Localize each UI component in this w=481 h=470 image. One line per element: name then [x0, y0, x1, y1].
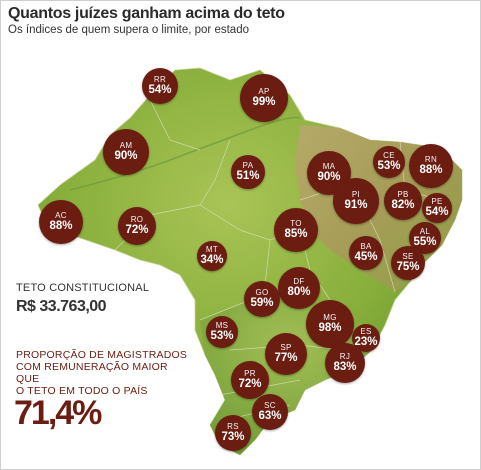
- state-percentage: 80%: [287, 286, 311, 298]
- state-code: RR: [153, 75, 167, 84]
- state-bubble-ce: CE 53%: [373, 146, 405, 178]
- state-bubble-rr: RR 54%: [142, 68, 178, 104]
- state-bubble-sc: SC 63%: [252, 394, 288, 430]
- state-bubble-rs: RS 73%: [215, 415, 251, 451]
- state-bubble-se: SE 75%: [391, 246, 425, 280]
- teto-value: R$ 33.763,00: [16, 298, 107, 315]
- state-code: AL: [419, 227, 431, 236]
- state-code: GO: [255, 288, 269, 297]
- state-percentage: 88%: [419, 164, 443, 176]
- state-code: RJ: [339, 352, 351, 361]
- state-percentage: 99%: [252, 96, 276, 108]
- state-code: PE: [431, 197, 443, 206]
- state-percentage: 53%: [210, 330, 234, 342]
- proportion-value: 71,4%: [14, 394, 102, 432]
- state-bubble-ap: AP 99%: [240, 74, 288, 122]
- state-percentage: 82%: [391, 199, 415, 211]
- state-bubble-rj: RJ 83%: [325, 343, 365, 383]
- state-percentage: 54%: [425, 206, 449, 218]
- state-code: PB: [397, 190, 409, 199]
- proportion-label-line: O TETO EM TODO O PAÍS: [16, 385, 148, 397]
- state-bubble-mg: MG 98%: [306, 300, 354, 348]
- state-percentage: 91%: [344, 199, 368, 211]
- state-code: CE: [383, 151, 395, 160]
- state-bubble-rn: RN 88%: [409, 144, 453, 188]
- state-code: BA: [360, 242, 372, 251]
- state-code: RN: [424, 155, 438, 164]
- state-percentage: 98%: [318, 322, 342, 334]
- state-code: AC: [55, 211, 67, 220]
- state-percentage: 75%: [396, 261, 420, 273]
- state-code: PA: [242, 161, 254, 170]
- state-bubble-ro: RO 72%: [118, 207, 156, 245]
- state-code: TO: [290, 219, 302, 228]
- state-code: SC: [264, 401, 276, 410]
- state-bubble-pr: PR 72%: [231, 361, 269, 399]
- state-code: MG: [323, 313, 337, 322]
- state-bubble-am: AM 90%: [103, 129, 149, 175]
- state-percentage: 72%: [125, 224, 149, 236]
- state-code: PR: [244, 369, 256, 378]
- state-bubble-go: GO 59%: [244, 281, 280, 317]
- state-code: AP: [258, 87, 270, 96]
- state-percentage: 77%: [274, 352, 298, 364]
- state-code: MS: [215, 321, 229, 330]
- state-percentage: 59%: [250, 297, 274, 309]
- teto-label: TETO CONSTITUCIONAL: [16, 282, 150, 294]
- proportion-label: PROPORÇÃO DE MAGISTRADOS COM REMUNERAÇÃO…: [16, 349, 191, 397]
- state-bubble-pi: PI 91%: [333, 178, 379, 224]
- state-code: SP: [280, 343, 292, 352]
- page-title: Quantos juízes ganham acima do teto: [8, 5, 285, 22]
- state-code: PI: [351, 190, 361, 199]
- state-code: MT: [205, 245, 219, 254]
- state-code: SE: [402, 252, 414, 261]
- state-percentage: 23%: [354, 336, 378, 348]
- state-bubble-ms: MS 53%: [206, 316, 238, 348]
- state-percentage: 73%: [221, 431, 245, 443]
- state-percentage: 53%: [377, 160, 401, 172]
- state-code: MA: [322, 162, 336, 171]
- proportion-label-line: COM REMUNERAÇÃO MAIOR QUE: [16, 361, 168, 385]
- state-percentage: 63%: [258, 410, 282, 422]
- state-percentage: 90%: [317, 171, 341, 183]
- state-percentage: 72%: [238, 378, 262, 390]
- state-bubble-pa: PA 51%: [231, 155, 265, 189]
- state-percentage: 85%: [284, 228, 308, 240]
- state-percentage: 51%: [236, 170, 260, 182]
- proportion-label-line: PROPORÇÃO DE MAGISTRADOS: [16, 349, 188, 361]
- state-code: ES: [360, 327, 372, 336]
- state-percentage: 45%: [354, 251, 378, 263]
- state-bubble-mt: MT 34%: [197, 241, 227, 271]
- state-bubble-pe: PE 54%: [422, 193, 452, 223]
- state-percentage: 83%: [333, 361, 357, 373]
- state-percentage: 88%: [49, 220, 73, 232]
- state-bubble-to: TO 85%: [274, 208, 318, 252]
- state-bubble-sp: SP 77%: [265, 333, 307, 375]
- state-percentage: 54%: [148, 84, 172, 96]
- state-code: DF: [293, 277, 305, 286]
- page-subtitle: Os índices de quem supera o limite, por …: [8, 24, 249, 36]
- state-percentage: 34%: [200, 254, 224, 266]
- state-code: RS: [227, 422, 239, 431]
- state-code: AM: [119, 141, 133, 150]
- state-bubble-ba: BA 45%: [349, 236, 383, 270]
- state-code: RO: [130, 215, 144, 224]
- state-percentage: 55%: [413, 236, 437, 248]
- state-bubble-df: DF 80%: [278, 267, 320, 309]
- state-bubble-pb: PB 82%: [384, 182, 422, 220]
- state-percentage: 90%: [114, 150, 138, 162]
- state-bubble-ac: AC 88%: [39, 200, 83, 244]
